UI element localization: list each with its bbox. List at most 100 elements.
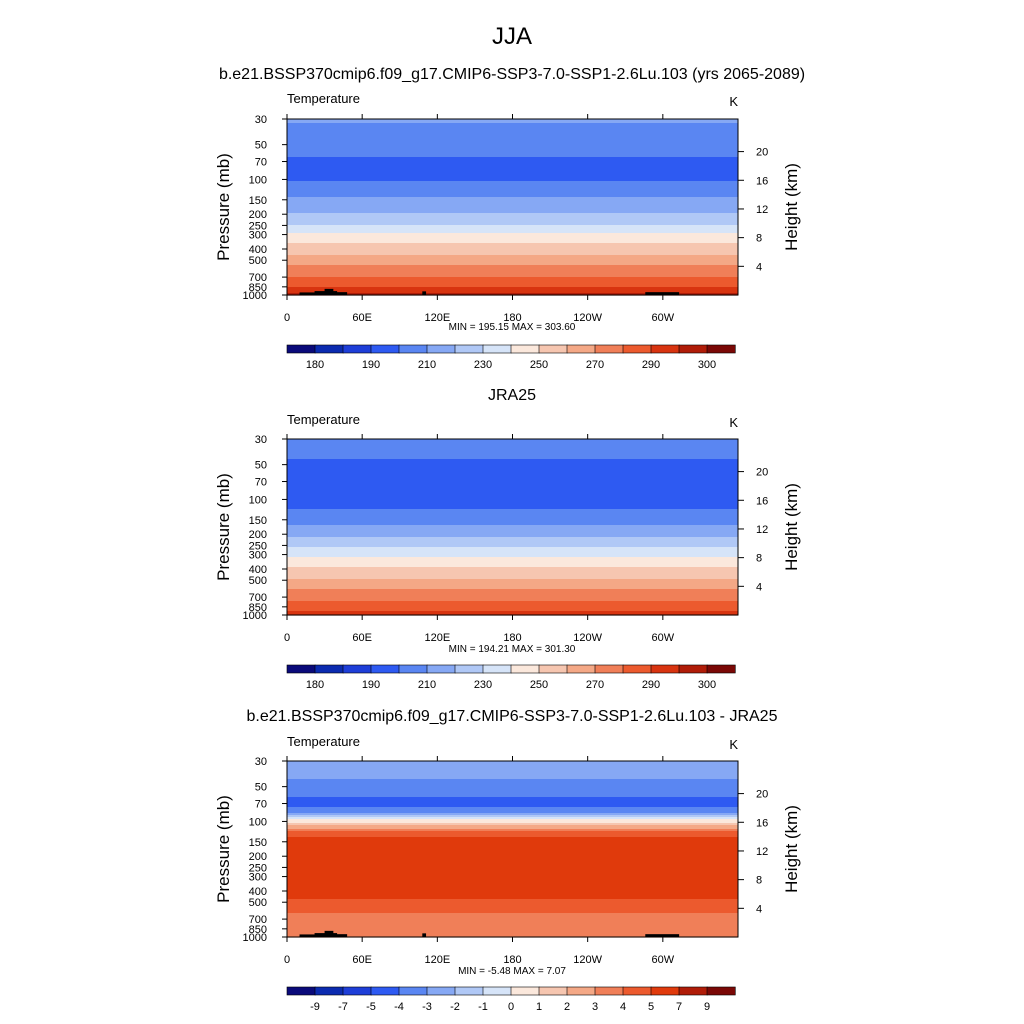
x-tick-label: 60W bbox=[652, 312, 675, 324]
contour-band bbox=[287, 765, 738, 768]
units-label: K bbox=[729, 737, 738, 752]
contour-band bbox=[287, 801, 738, 804]
contour-band bbox=[287, 205, 738, 208]
colorbar-label: 300 bbox=[698, 359, 716, 371]
colorbar-swatch bbox=[454, 986, 484, 996]
contour-band bbox=[287, 485, 738, 488]
contour-band bbox=[287, 187, 738, 190]
y-tick-label: 70 bbox=[255, 157, 267, 169]
contour-band bbox=[287, 229, 738, 232]
colorbar-label: 270 bbox=[586, 679, 604, 691]
colorbar-label: 3 bbox=[592, 1001, 598, 1013]
contour-band bbox=[287, 443, 738, 446]
contour-band bbox=[287, 495, 738, 498]
contour-band bbox=[287, 903, 738, 906]
contour-band bbox=[287, 761, 738, 764]
y-tick-label: 50 bbox=[255, 460, 267, 472]
contour-band bbox=[287, 515, 738, 518]
contour-band bbox=[287, 813, 738, 816]
contour-band bbox=[287, 563, 738, 566]
panel-subtitle: b.e21.BSSP370cmip6.f09_g17.CMIP6-SSP3-7.… bbox=[219, 66, 805, 83]
y2-tick-label: 12 bbox=[756, 846, 768, 858]
contour-band bbox=[287, 795, 738, 798]
contour-band bbox=[287, 789, 738, 792]
colorbar-label: -9 bbox=[310, 1001, 320, 1013]
variable-label: Temperature bbox=[287, 91, 360, 106]
contour-band bbox=[287, 933, 738, 936]
contour-band bbox=[287, 193, 738, 196]
contour-band bbox=[287, 911, 738, 914]
contour-band bbox=[287, 935, 738, 938]
contour-band bbox=[287, 777, 738, 780]
contour-band bbox=[287, 289, 738, 292]
x-tick-label: 60E bbox=[352, 632, 372, 644]
contour-band bbox=[287, 235, 738, 238]
contour-band bbox=[287, 445, 738, 448]
variable-label: Temperature bbox=[287, 734, 360, 749]
contour-band bbox=[287, 129, 738, 132]
contour-band bbox=[287, 521, 738, 524]
contour-band bbox=[287, 243, 738, 246]
colorbar-swatch bbox=[678, 344, 708, 354]
colorbar-label: 250 bbox=[530, 679, 548, 691]
contour-band bbox=[287, 899, 738, 902]
contour-band bbox=[287, 489, 738, 492]
colorbar-swatch bbox=[594, 664, 624, 674]
contour-band bbox=[287, 923, 738, 926]
contour-band bbox=[287, 141, 738, 144]
contour-band bbox=[287, 251, 738, 254]
contour-band bbox=[287, 849, 738, 852]
contour-band bbox=[287, 817, 738, 820]
contour-band bbox=[287, 851, 738, 854]
contour-band bbox=[287, 779, 738, 782]
contour-band bbox=[287, 833, 738, 836]
contour-band bbox=[287, 525, 738, 528]
colorbar-swatch bbox=[482, 664, 512, 674]
colorbar-swatch bbox=[538, 986, 568, 996]
contour-band bbox=[287, 207, 738, 210]
contour-band bbox=[287, 523, 738, 526]
y2-tick-label: 8 bbox=[756, 553, 762, 565]
y-tick-label: 300 bbox=[249, 230, 267, 242]
panel: b.e21.BSSP370cmip6.f09_g17.CMIP6-SSP3-7.… bbox=[214, 708, 801, 1013]
contour-band bbox=[287, 199, 738, 202]
colorbar-swatch bbox=[566, 664, 596, 674]
contour-band bbox=[287, 837, 738, 840]
y2-tick-label: 16 bbox=[756, 495, 768, 507]
colorbar-label: 180 bbox=[306, 679, 324, 691]
contour-band bbox=[287, 551, 738, 554]
y-tick-label: 30 bbox=[255, 756, 267, 768]
contour-band bbox=[287, 189, 738, 192]
colorbar-label: 190 bbox=[362, 679, 380, 691]
contour-band bbox=[287, 607, 738, 610]
units-label: K bbox=[729, 94, 738, 109]
y2-tick-label: 8 bbox=[756, 233, 762, 245]
y-tick-label: 300 bbox=[249, 872, 267, 884]
contour-band bbox=[287, 895, 738, 898]
colorbar-label: 1 bbox=[536, 1001, 542, 1013]
contour-band bbox=[287, 769, 738, 772]
colorbar-swatch bbox=[454, 344, 484, 354]
contour-band bbox=[287, 285, 738, 288]
colorbar-label: -5 bbox=[366, 1001, 376, 1013]
contour-band bbox=[287, 277, 738, 280]
y2-tick-label: 4 bbox=[756, 581, 762, 593]
contour-band bbox=[287, 561, 738, 564]
y2-tick-label: 4 bbox=[756, 903, 762, 915]
contour-band bbox=[287, 891, 738, 894]
colorbar: 180 190 210 230 250 270 290 300 bbox=[286, 664, 736, 691]
contour-band bbox=[287, 159, 738, 162]
contour-band bbox=[287, 221, 738, 224]
contour-band bbox=[287, 131, 738, 134]
orography-mask bbox=[645, 934, 680, 937]
colorbar-swatch bbox=[314, 344, 344, 354]
colorbar-swatch bbox=[398, 986, 428, 996]
contour-band bbox=[287, 225, 738, 228]
contour-band bbox=[287, 271, 738, 274]
contour-band bbox=[287, 773, 738, 776]
contour-band bbox=[287, 217, 738, 220]
panel-subtitle: b.e21.BSSP370cmip6.f09_g17.CMIP6-SSP3-7.… bbox=[247, 708, 778, 725]
variable-label: Temperature bbox=[287, 412, 360, 427]
contour-band bbox=[287, 847, 738, 850]
contour-band bbox=[287, 867, 738, 870]
